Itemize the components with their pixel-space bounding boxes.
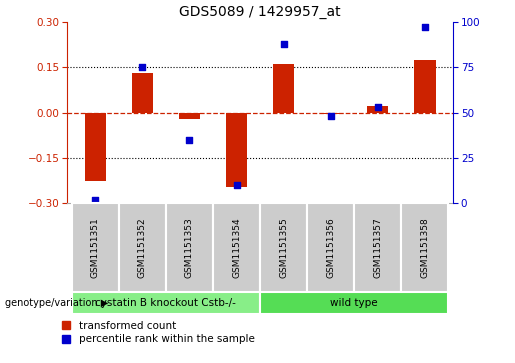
Bar (320, 113, 341, 114)
Bar (226, 113, 247, 187)
Text: GSM1151353: GSM1151353 (185, 217, 194, 278)
Bar (213, 203, 260, 292)
Bar (84, 113, 106, 181)
Point (138, 64, 146, 70)
Point (327, 113, 335, 119)
Text: cystatin B knockout Cstb-/-: cystatin B knockout Cstb-/- (95, 298, 236, 308)
Bar (132, 73, 153, 113)
Bar (273, 64, 294, 113)
Bar (166, 203, 213, 292)
Point (91, 197, 99, 203)
Text: GSM1151355: GSM1151355 (279, 217, 288, 278)
Point (185, 137, 194, 143)
Text: wild type: wild type (331, 298, 378, 308)
Bar (401, 203, 449, 292)
Bar (72, 203, 119, 292)
Text: GSM1151354: GSM1151354 (232, 217, 241, 278)
Title: GDS5089 / 1429957_at: GDS5089 / 1429957_at (179, 5, 341, 19)
Text: GSM1151351: GSM1151351 (91, 217, 100, 278)
Text: GSM1151356: GSM1151356 (326, 217, 335, 278)
Point (374, 104, 382, 110)
Bar (367, 106, 388, 113)
Bar (179, 113, 200, 119)
Bar (260, 203, 307, 292)
Bar (119, 203, 166, 292)
Bar (260, 292, 449, 314)
Point (280, 41, 288, 46)
Point (421, 24, 429, 30)
Bar (307, 203, 354, 292)
Text: genotype/variation ▶: genotype/variation ▶ (5, 298, 108, 308)
Bar (354, 203, 401, 292)
Point (232, 182, 241, 188)
Bar (72, 292, 260, 314)
Text: GSM1151352: GSM1151352 (138, 217, 147, 278)
Bar (415, 60, 436, 113)
Text: GSM1151357: GSM1151357 (373, 217, 382, 278)
Text: GSM1151358: GSM1151358 (420, 217, 430, 278)
Legend: transformed count, percentile rank within the sample: transformed count, percentile rank withi… (62, 321, 254, 344)
